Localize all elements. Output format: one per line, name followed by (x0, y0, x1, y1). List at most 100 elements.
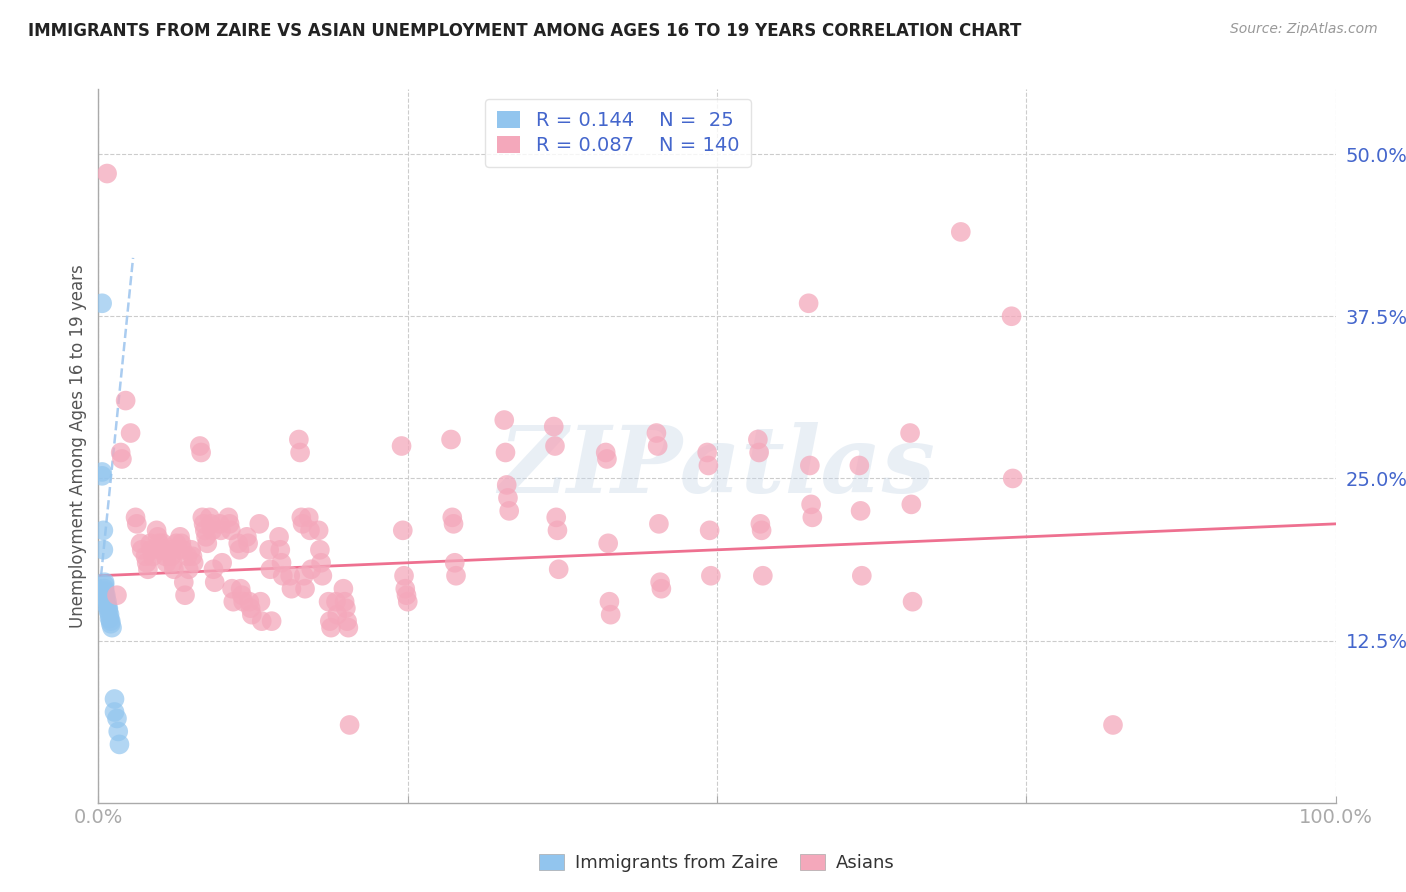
Point (129, 536, 152, 550)
Point (299, 562, 322, 576)
Point (849, 504, 872, 518)
Point (319, 621, 342, 635)
Point (443, 516, 465, 531)
Point (166, 542, 188, 557)
Point (209, 524, 232, 538)
Point (226, 536, 249, 550)
Point (125, 516, 148, 531)
Point (298, 510, 321, 524)
Point (146, 530, 169, 544)
Point (650, 582, 672, 596)
Point (195, 536, 218, 550)
Point (298, 524, 321, 538)
Point (648, 516, 671, 531)
Point (172, 542, 194, 557)
Point (394, 582, 416, 596)
Legend: Immigrants from Zaire, Asians: Immigrants from Zaire, Asians (531, 847, 903, 880)
Point (139, 536, 162, 550)
Point (208, 516, 231, 531)
Point (396, 595, 419, 609)
Point (311, 568, 333, 582)
Point (271, 568, 294, 582)
Point (159, 542, 181, 557)
Point (697, 458, 720, 473)
Point (200, 516, 222, 531)
Point (291, 516, 314, 531)
Point (136, 562, 159, 576)
Text: ZIPatlas: ZIPatlas (499, 423, 935, 512)
Point (222, 595, 245, 609)
Point (288, 445, 311, 459)
Point (110, 445, 132, 459)
Point (699, 524, 721, 538)
Point (94, 591, 117, 605)
Point (193, 516, 215, 531)
Point (165, 536, 187, 550)
Point (195, 530, 218, 544)
Point (238, 595, 260, 609)
Point (152, 536, 174, 550)
Point (183, 556, 205, 570)
Point (249, 595, 271, 609)
Point (198, 510, 221, 524)
Point (280, 582, 302, 596)
Point (114, 393, 136, 408)
Point (93, 575, 115, 590)
Point (105, 711, 128, 725)
Point (800, 497, 823, 511)
Point (93, 524, 115, 538)
Point (395, 588, 418, 602)
Point (696, 445, 718, 459)
Point (898, 425, 921, 440)
Point (598, 595, 620, 609)
Point (392, 568, 415, 582)
Point (546, 524, 568, 538)
Point (93, 584, 115, 599)
Point (546, 510, 568, 524)
Point (240, 607, 263, 622)
Point (267, 530, 290, 544)
Point (219, 524, 242, 538)
Point (221, 582, 243, 596)
Point (217, 510, 239, 524)
Point (335, 601, 357, 615)
Point (232, 595, 254, 609)
Point (108, 738, 131, 752)
Point (149, 542, 172, 557)
Point (239, 601, 262, 615)
Point (181, 549, 204, 564)
Point (228, 542, 250, 557)
Point (202, 562, 225, 576)
Point (848, 458, 870, 473)
Point (236, 536, 259, 550)
Text: IMMIGRANTS FROM ZAIRE VS ASIAN UNEMPLOYMENT AMONG AGES 16 TO 19 YEARS CORRELATIO: IMMIGRANTS FROM ZAIRE VS ASIAN UNEMPLOYM… (28, 22, 1022, 40)
Point (441, 510, 464, 524)
Point (650, 575, 672, 590)
Point (93, 542, 115, 557)
Point (101, 621, 124, 635)
Point (169, 530, 191, 544)
Point (259, 562, 281, 576)
Point (391, 439, 413, 453)
Point (162, 556, 184, 570)
Point (93, 582, 115, 596)
Point (160, 549, 183, 564)
Point (647, 439, 669, 453)
Point (748, 445, 770, 459)
Point (290, 510, 312, 524)
Point (391, 524, 413, 538)
Point (134, 549, 156, 564)
Point (100, 616, 122, 631)
Point (851, 568, 873, 582)
Point (176, 549, 198, 564)
Point (318, 595, 340, 609)
Point (949, 225, 972, 239)
Point (148, 536, 170, 550)
Point (278, 568, 301, 582)
Point (120, 425, 142, 440)
Point (180, 542, 202, 557)
Text: Source: ZipAtlas.com: Source: ZipAtlas.com (1230, 22, 1378, 37)
Point (236, 530, 259, 544)
Point (288, 433, 311, 447)
Point (595, 445, 617, 459)
